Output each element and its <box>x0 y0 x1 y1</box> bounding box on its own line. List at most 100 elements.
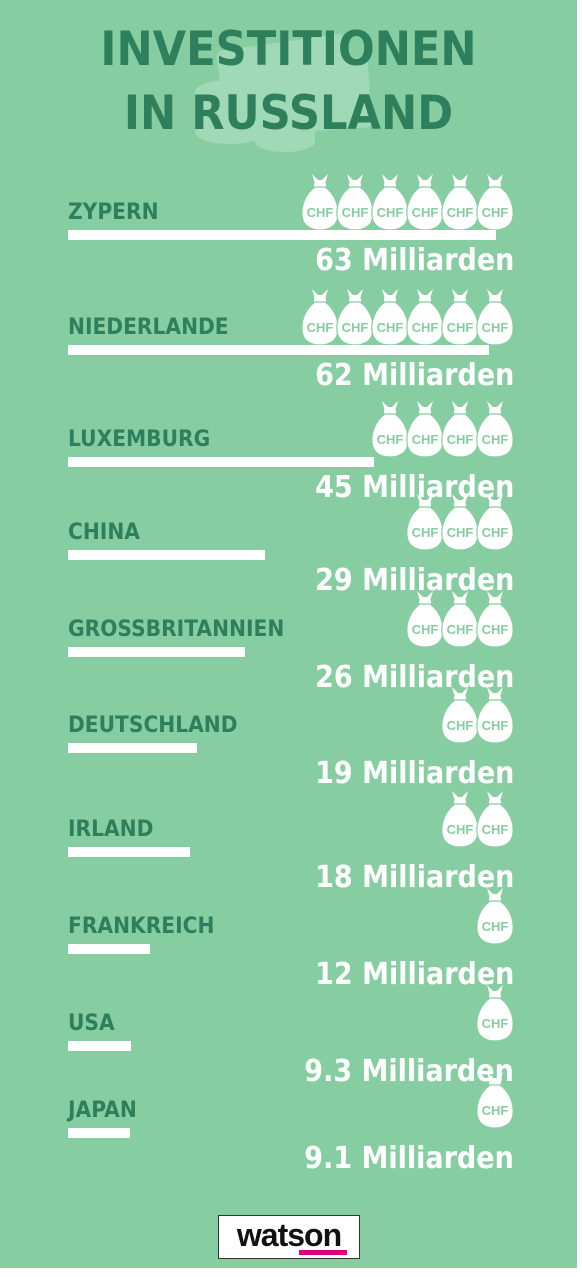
bar <box>68 345 489 355</box>
country-label: ZYPERN <box>68 200 159 225</box>
title-line-1: INVESTITIONEN <box>100 22 477 77</box>
svg-text:CHF: CHF <box>447 822 474 837</box>
country-label: GROSSBRITANNIEN <box>68 617 285 642</box>
money-bag-icon: CHF <box>441 591 479 648</box>
logo-text: watson <box>236 1217 342 1253</box>
money-bag-icon: CHF <box>371 401 409 458</box>
country-label: IRLAND <box>68 817 154 842</box>
money-bag-icon: CHF <box>301 174 339 231</box>
svg-text:CHF: CHF <box>412 432 439 447</box>
money-bag-icon: CHF <box>476 494 514 551</box>
country-label: DEUTSCHLAND <box>68 713 238 738</box>
money-bag-icon: CHF <box>371 174 409 231</box>
money-bag-icon: CHF <box>476 791 514 848</box>
amount-label: 9.3 Milliarden <box>304 1054 514 1089</box>
svg-text:CHF: CHF <box>482 205 509 220</box>
svg-text:CHF: CHF <box>482 1103 509 1118</box>
bar <box>68 230 496 240</box>
money-bag-icon: CHF <box>441 687 479 744</box>
money-bag-icon: CHF <box>476 401 514 458</box>
money-bag-group: CHF <box>476 886 514 946</box>
bar <box>68 944 150 954</box>
bar <box>68 847 190 857</box>
money-bag-icon: CHF <box>441 791 479 848</box>
amount-label: 63 Milliarden <box>314 243 514 278</box>
svg-text:CHF: CHF <box>342 320 369 335</box>
logo-underline <box>299 1250 347 1255</box>
svg-text:CHF: CHF <box>377 205 404 220</box>
money-bag-group: CHF CHF CHF CHF CHF CHF <box>301 172 514 232</box>
money-bag-group: CHF CHF CHF <box>406 589 514 649</box>
money-bag-icon: CHF <box>441 494 479 551</box>
country-label: LUXEMBURG <box>68 427 211 452</box>
money-bag-icon: CHF <box>406 401 444 458</box>
svg-text:CHF: CHF <box>447 320 474 335</box>
svg-text:CHF: CHF <box>447 205 474 220</box>
svg-text:CHF: CHF <box>482 718 509 733</box>
svg-text:CHF: CHF <box>412 205 439 220</box>
svg-text:CHF: CHF <box>482 525 509 540</box>
money-bag-group: CHF CHF CHF CHF CHF CHF <box>301 287 514 347</box>
country-label: FRANKREICH <box>68 914 215 939</box>
amount-label: 19 Milliarden <box>314 756 514 791</box>
amount-label: 12 Milliarden <box>314 957 514 992</box>
money-bag-icon: CHF <box>406 289 444 346</box>
svg-text:CHF: CHF <box>377 432 404 447</box>
country-label: JAPAN <box>68 1098 137 1123</box>
bar <box>68 1128 130 1138</box>
svg-text:CHF: CHF <box>482 1016 509 1031</box>
country-label: NIEDERLANDE <box>68 315 229 340</box>
bar <box>68 743 197 753</box>
svg-text:CHF: CHF <box>412 320 439 335</box>
money-bag-icon: CHF <box>406 494 444 551</box>
country-label: CHINA <box>68 520 140 545</box>
title-line-2: IN RUSSLAND <box>123 86 454 141</box>
money-bag-icon: CHF <box>371 289 409 346</box>
bar <box>68 457 374 467</box>
money-bag-group: CHF CHF <box>441 789 514 849</box>
money-bag-icon: CHF <box>476 1072 514 1129</box>
svg-text:CHF: CHF <box>342 205 369 220</box>
money-bag-icon: CHF <box>301 289 339 346</box>
svg-text:CHF: CHF <box>482 822 509 837</box>
svg-text:CHF: CHF <box>482 320 509 335</box>
svg-text:CHF: CHF <box>412 622 439 637</box>
bar <box>68 1041 131 1051</box>
money-bag-icon: CHF <box>441 289 479 346</box>
svg-text:CHF: CHF <box>377 320 404 335</box>
money-bag-group: CHF CHF CHF CHF <box>371 399 514 459</box>
money-bag-icon: CHF <box>441 174 479 231</box>
svg-text:CHF: CHF <box>307 320 334 335</box>
money-bag-group: CHF CHF CHF <box>406 492 514 552</box>
money-bag-group: CHF <box>476 983 514 1043</box>
money-bag-group: CHF CHF <box>441 685 514 745</box>
money-stack-icon <box>195 34 372 152</box>
svg-text:CHF: CHF <box>447 718 474 733</box>
bar <box>68 550 265 560</box>
svg-text:CHF: CHF <box>447 525 474 540</box>
svg-text:CHF: CHF <box>447 622 474 637</box>
amount-label: 62 Milliarden <box>314 358 514 393</box>
money-bag-icon: CHF <box>476 888 514 945</box>
svg-text:CHF: CHF <box>482 919 509 934</box>
watson-logo: watson <box>218 1215 360 1259</box>
money-bag-icon: CHF <box>336 174 374 231</box>
bar <box>68 647 245 657</box>
money-bag-icon: CHF <box>476 289 514 346</box>
svg-text:CHF: CHF <box>482 432 509 447</box>
money-bag-icon: CHF <box>406 591 444 648</box>
money-bag-icon: CHF <box>406 174 444 231</box>
country-label: USA <box>68 1011 115 1036</box>
amount-label: 18 Milliarden <box>314 860 514 895</box>
money-bag-icon: CHF <box>476 174 514 231</box>
svg-text:CHF: CHF <box>412 525 439 540</box>
money-bag-icon: CHF <box>476 985 514 1042</box>
amount-label: 45 Milliarden <box>314 470 514 505</box>
amount-label: 26 Milliarden <box>314 660 514 695</box>
money-bag-icon: CHF <box>441 401 479 458</box>
amount-label: 9.1 Milliarden <box>304 1141 514 1176</box>
svg-text:CHF: CHF <box>482 622 509 637</box>
money-bag-icon: CHF <box>476 687 514 744</box>
amount-label: 29 Milliarden <box>314 563 514 598</box>
